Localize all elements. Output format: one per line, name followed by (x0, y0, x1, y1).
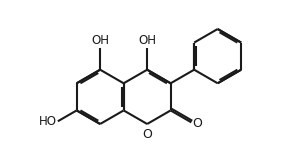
Text: OH: OH (91, 34, 109, 47)
Text: O: O (193, 117, 203, 130)
Text: OH: OH (138, 34, 156, 47)
Text: HO: HO (39, 115, 57, 128)
Text: O: O (142, 128, 152, 141)
